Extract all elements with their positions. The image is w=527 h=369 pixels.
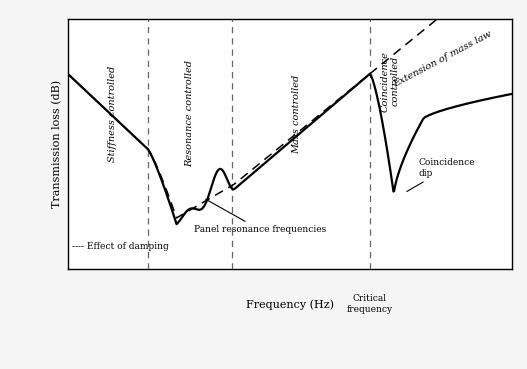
Text: Panel resonance frequencies: Panel resonance frequencies — [194, 199, 327, 234]
Text: Mass controlled: Mass controlled — [292, 74, 301, 154]
X-axis label: Frequency (Hz): Frequency (Hz) — [246, 300, 334, 310]
Text: Coincidence
controlled: Coincidence controlled — [380, 51, 399, 112]
Text: Resonance controlled: Resonance controlled — [186, 61, 194, 168]
Text: Extension of mass law: Extension of mass law — [393, 29, 494, 89]
Y-axis label: Transmission loss (dB): Transmission loss (dB) — [52, 80, 62, 208]
Text: Critical
frequency: Critical frequency — [347, 294, 393, 314]
Text: Stiffness controlled: Stiffness controlled — [108, 66, 116, 162]
Text: Coincidence
dip: Coincidence dip — [407, 158, 475, 192]
Text: ---- Effect of damping: ---- Effect of damping — [72, 242, 169, 251]
